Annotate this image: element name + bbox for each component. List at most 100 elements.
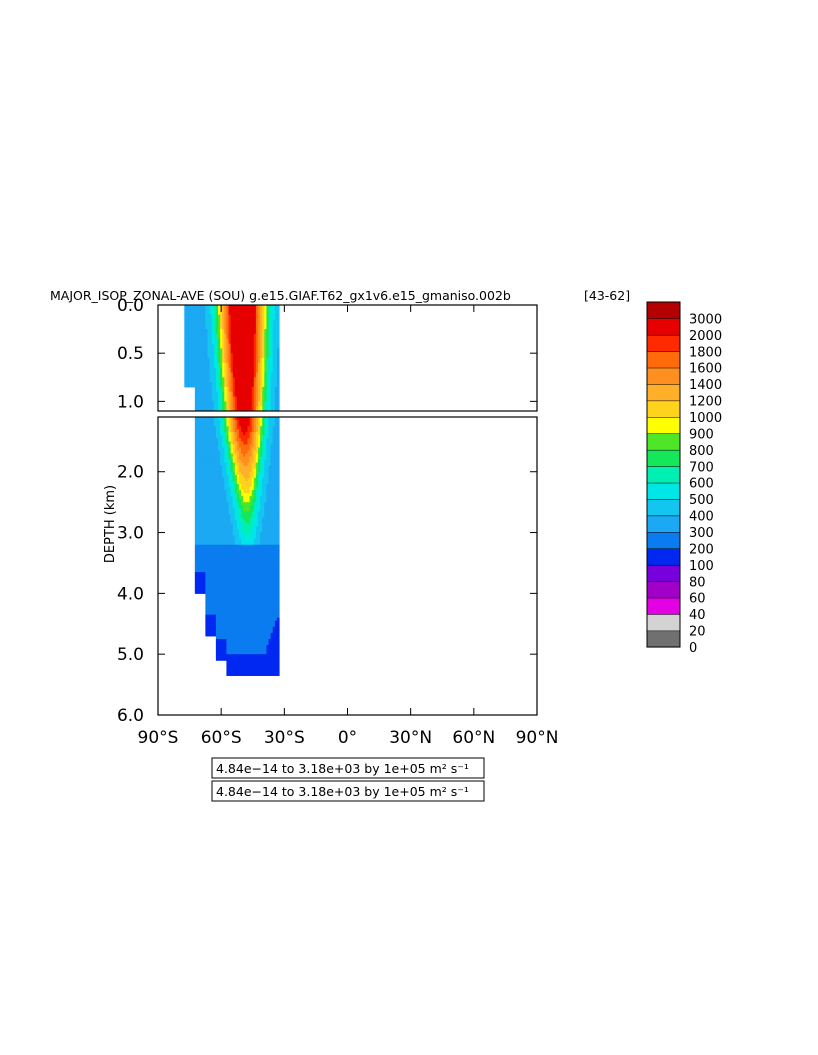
upper-field-cell xyxy=(251,377,255,383)
lower-field-cell xyxy=(209,502,213,506)
lower-field-cell xyxy=(251,541,255,546)
upper-field-cell xyxy=(194,319,198,325)
lower-field-cell xyxy=(201,480,204,485)
lower-field-cell xyxy=(209,559,213,564)
upper-field-cell xyxy=(192,382,196,388)
lower-field-cell xyxy=(266,514,270,518)
lower-field-cell xyxy=(211,444,215,448)
lower-field-cell xyxy=(239,429,242,433)
lower-field-cell xyxy=(272,465,276,470)
lower-field-cell xyxy=(239,426,242,430)
upper-field-cell xyxy=(222,338,225,345)
lower-field-cell xyxy=(270,562,274,567)
colorbar-label: 80 xyxy=(689,575,706,590)
upper-field-cell xyxy=(258,314,261,320)
lower-field-cell xyxy=(215,453,219,458)
upper-field-cell xyxy=(268,406,272,411)
lower-field-cell xyxy=(274,480,278,485)
lower-field-cell xyxy=(243,626,246,631)
lower-field-cell xyxy=(255,620,259,625)
upper-field-cell xyxy=(222,319,225,325)
lower-field-cell xyxy=(234,611,238,616)
upper-field-cell xyxy=(274,382,278,388)
lower-field-cell xyxy=(215,514,219,518)
upper-field-cell xyxy=(243,343,246,349)
lower-field-cell xyxy=(253,547,257,552)
lower-field-cell xyxy=(196,514,200,518)
upper-field-cell xyxy=(245,309,248,316)
upper-field-cell xyxy=(186,329,190,335)
lower-field-cell xyxy=(199,511,202,515)
lower-field-cell xyxy=(228,444,232,448)
lower-field-cell xyxy=(211,483,215,488)
lower-field-cell xyxy=(253,605,257,610)
lower-field-cell xyxy=(249,547,253,552)
upper-field-cell xyxy=(260,338,263,345)
lower-field-cell xyxy=(226,666,230,670)
lower-field-cell xyxy=(226,657,230,661)
lower-field-cell xyxy=(222,581,225,585)
lower-field-cell xyxy=(228,672,232,676)
lower-field-cell xyxy=(230,532,234,537)
lower-field-cell xyxy=(239,593,242,597)
lower-field-cell xyxy=(209,547,213,552)
lower-field-cell xyxy=(270,629,274,634)
lower-field-cell xyxy=(215,611,219,616)
lower-field-cell xyxy=(268,426,272,430)
lower-field-cell xyxy=(205,429,208,433)
lower-field-cell xyxy=(236,456,240,461)
lower-field-cell xyxy=(247,584,251,588)
lower-field-cell xyxy=(274,651,278,655)
lower-field-cell xyxy=(211,529,215,534)
lower-field-cell xyxy=(207,523,211,527)
lower-field-cell xyxy=(218,575,221,579)
lower-field-cell xyxy=(220,453,223,458)
upper-field-cell xyxy=(255,382,259,388)
upper-field-cell xyxy=(226,348,230,354)
lower-field-cell xyxy=(228,493,232,497)
lower-field-cell xyxy=(251,654,255,658)
upper-field-cell xyxy=(215,348,219,354)
lower-field-cell xyxy=(205,426,208,430)
lower-field-cell xyxy=(230,508,234,512)
lower-field-cell xyxy=(243,453,246,458)
upper-field-cell xyxy=(255,362,259,369)
lower-field-cell xyxy=(194,474,198,479)
lower-field-cell xyxy=(199,569,202,573)
lower-field-cell xyxy=(251,660,255,664)
lower-field-cell xyxy=(241,562,244,567)
lower-field-cell xyxy=(272,629,276,634)
lower-field-cell xyxy=(230,596,234,600)
lower-field-cell xyxy=(230,626,234,631)
lower-field-cell xyxy=(232,617,236,622)
lower-field-cell xyxy=(245,502,248,506)
lower-field-cell xyxy=(230,426,234,430)
lower-field-cell xyxy=(211,456,215,461)
lower-field-cell xyxy=(266,651,270,655)
lower-field-cell xyxy=(239,511,242,515)
lower-field-cell xyxy=(270,432,274,436)
lower-field-cell xyxy=(236,666,240,670)
lower-field-cell xyxy=(205,508,208,512)
lower-field-cell xyxy=(276,614,280,619)
lower-field-cell xyxy=(272,450,276,454)
lower-field-cell xyxy=(258,432,261,436)
lower-field-cell xyxy=(224,474,227,479)
upper-field-cell xyxy=(196,362,200,369)
lower-field-cell xyxy=(218,645,221,649)
lower-field-cell xyxy=(215,520,219,524)
lower-field-cell xyxy=(253,447,257,451)
lower-field-cell xyxy=(215,423,219,427)
lower-field-cell xyxy=(203,584,206,588)
upper-field-cell xyxy=(215,396,219,402)
upper-field-cell xyxy=(218,305,221,311)
lower-field-cell xyxy=(215,593,219,597)
lower-field-cell xyxy=(255,663,259,667)
colorbar-label: 0 xyxy=(689,641,697,656)
lower-field-cell xyxy=(260,611,263,616)
lower-field-cell xyxy=(222,602,225,607)
upper-field-cell xyxy=(218,396,221,402)
lower-field-cell xyxy=(209,511,213,515)
lower-field-cell xyxy=(258,459,261,464)
lower-field-cell xyxy=(213,623,217,628)
